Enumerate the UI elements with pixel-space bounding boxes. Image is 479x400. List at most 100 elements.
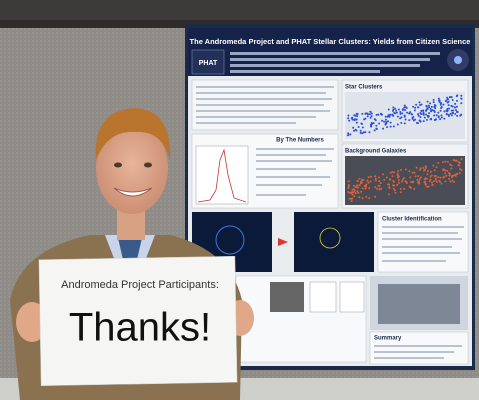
dot — [460, 102, 463, 105]
dot — [453, 181, 456, 184]
dot — [442, 103, 445, 106]
dot — [389, 171, 392, 174]
dot — [375, 128, 378, 131]
dot — [387, 114, 390, 117]
dot — [460, 94, 463, 97]
dot — [403, 109, 406, 112]
dot — [389, 125, 392, 128]
dot — [403, 104, 406, 107]
dot — [440, 116, 443, 119]
dot — [360, 190, 363, 193]
dot — [455, 95, 458, 98]
panel-heading: Summary — [374, 336, 402, 342]
dot — [375, 124, 378, 127]
dot — [351, 118, 354, 121]
dot — [381, 119, 384, 122]
dot — [444, 172, 447, 175]
dot — [451, 112, 454, 115]
dot — [460, 157, 463, 160]
dot — [392, 106, 395, 109]
dot — [357, 126, 360, 129]
dot — [454, 174, 457, 177]
dot — [417, 175, 420, 178]
dot — [437, 176, 440, 179]
dot — [435, 114, 438, 117]
dot — [397, 175, 400, 178]
dot — [448, 96, 451, 99]
dot — [416, 178, 419, 181]
dot — [414, 175, 417, 178]
dot — [394, 112, 397, 115]
dot — [440, 114, 443, 117]
dot — [430, 109, 433, 112]
dot — [446, 109, 449, 112]
dot — [374, 179, 377, 182]
dot — [392, 108, 395, 111]
dot — [403, 187, 406, 190]
dot — [420, 109, 423, 112]
dot — [441, 161, 444, 164]
dot — [401, 109, 404, 112]
dot — [357, 191, 360, 194]
dot — [378, 188, 381, 191]
dot — [350, 191, 353, 194]
dot — [388, 187, 391, 190]
dot — [438, 100, 441, 103]
sign: Andromeda Project Participants: Thanks! — [38, 256, 238, 386]
dot — [383, 178, 386, 181]
dot — [413, 171, 416, 174]
dot — [396, 183, 399, 186]
dot — [356, 184, 359, 187]
dot — [361, 126, 364, 129]
dot — [379, 182, 382, 185]
dot — [418, 180, 421, 183]
dot — [400, 180, 403, 183]
dot — [419, 167, 422, 170]
dot — [432, 164, 435, 167]
dot — [422, 120, 425, 123]
dot — [354, 128, 357, 131]
dot — [446, 101, 449, 104]
dot — [418, 119, 421, 122]
dot — [426, 107, 429, 110]
dot — [424, 165, 427, 168]
dot — [436, 180, 439, 183]
dot — [428, 112, 431, 115]
dot — [415, 166, 418, 169]
dot — [417, 114, 420, 117]
dot — [387, 120, 390, 123]
dot — [423, 178, 426, 181]
dot — [447, 114, 450, 117]
dot — [399, 111, 402, 114]
dot — [359, 131, 362, 134]
dot — [358, 177, 361, 180]
dot — [356, 112, 359, 115]
dot — [351, 193, 354, 196]
dot — [369, 123, 372, 126]
dot — [395, 109, 398, 112]
dot — [432, 101, 435, 104]
dot — [434, 104, 437, 107]
dot — [460, 97, 463, 100]
dot — [391, 171, 394, 174]
dot — [392, 179, 395, 182]
dot — [442, 168, 445, 171]
dot — [412, 105, 415, 108]
dot — [348, 197, 351, 200]
dot — [359, 129, 362, 132]
dot — [370, 175, 373, 178]
panel-heading: Cluster Identification — [382, 217, 442, 223]
dot — [411, 171, 414, 174]
dot — [435, 166, 438, 169]
dot — [456, 99, 459, 102]
dot — [377, 113, 380, 116]
dot — [445, 99, 448, 102]
dot — [458, 162, 461, 165]
dot — [450, 167, 453, 170]
dot — [452, 109, 455, 112]
dot — [352, 191, 355, 194]
dot — [389, 121, 392, 124]
dot — [380, 187, 383, 190]
dot — [380, 113, 383, 116]
dot — [377, 184, 380, 187]
